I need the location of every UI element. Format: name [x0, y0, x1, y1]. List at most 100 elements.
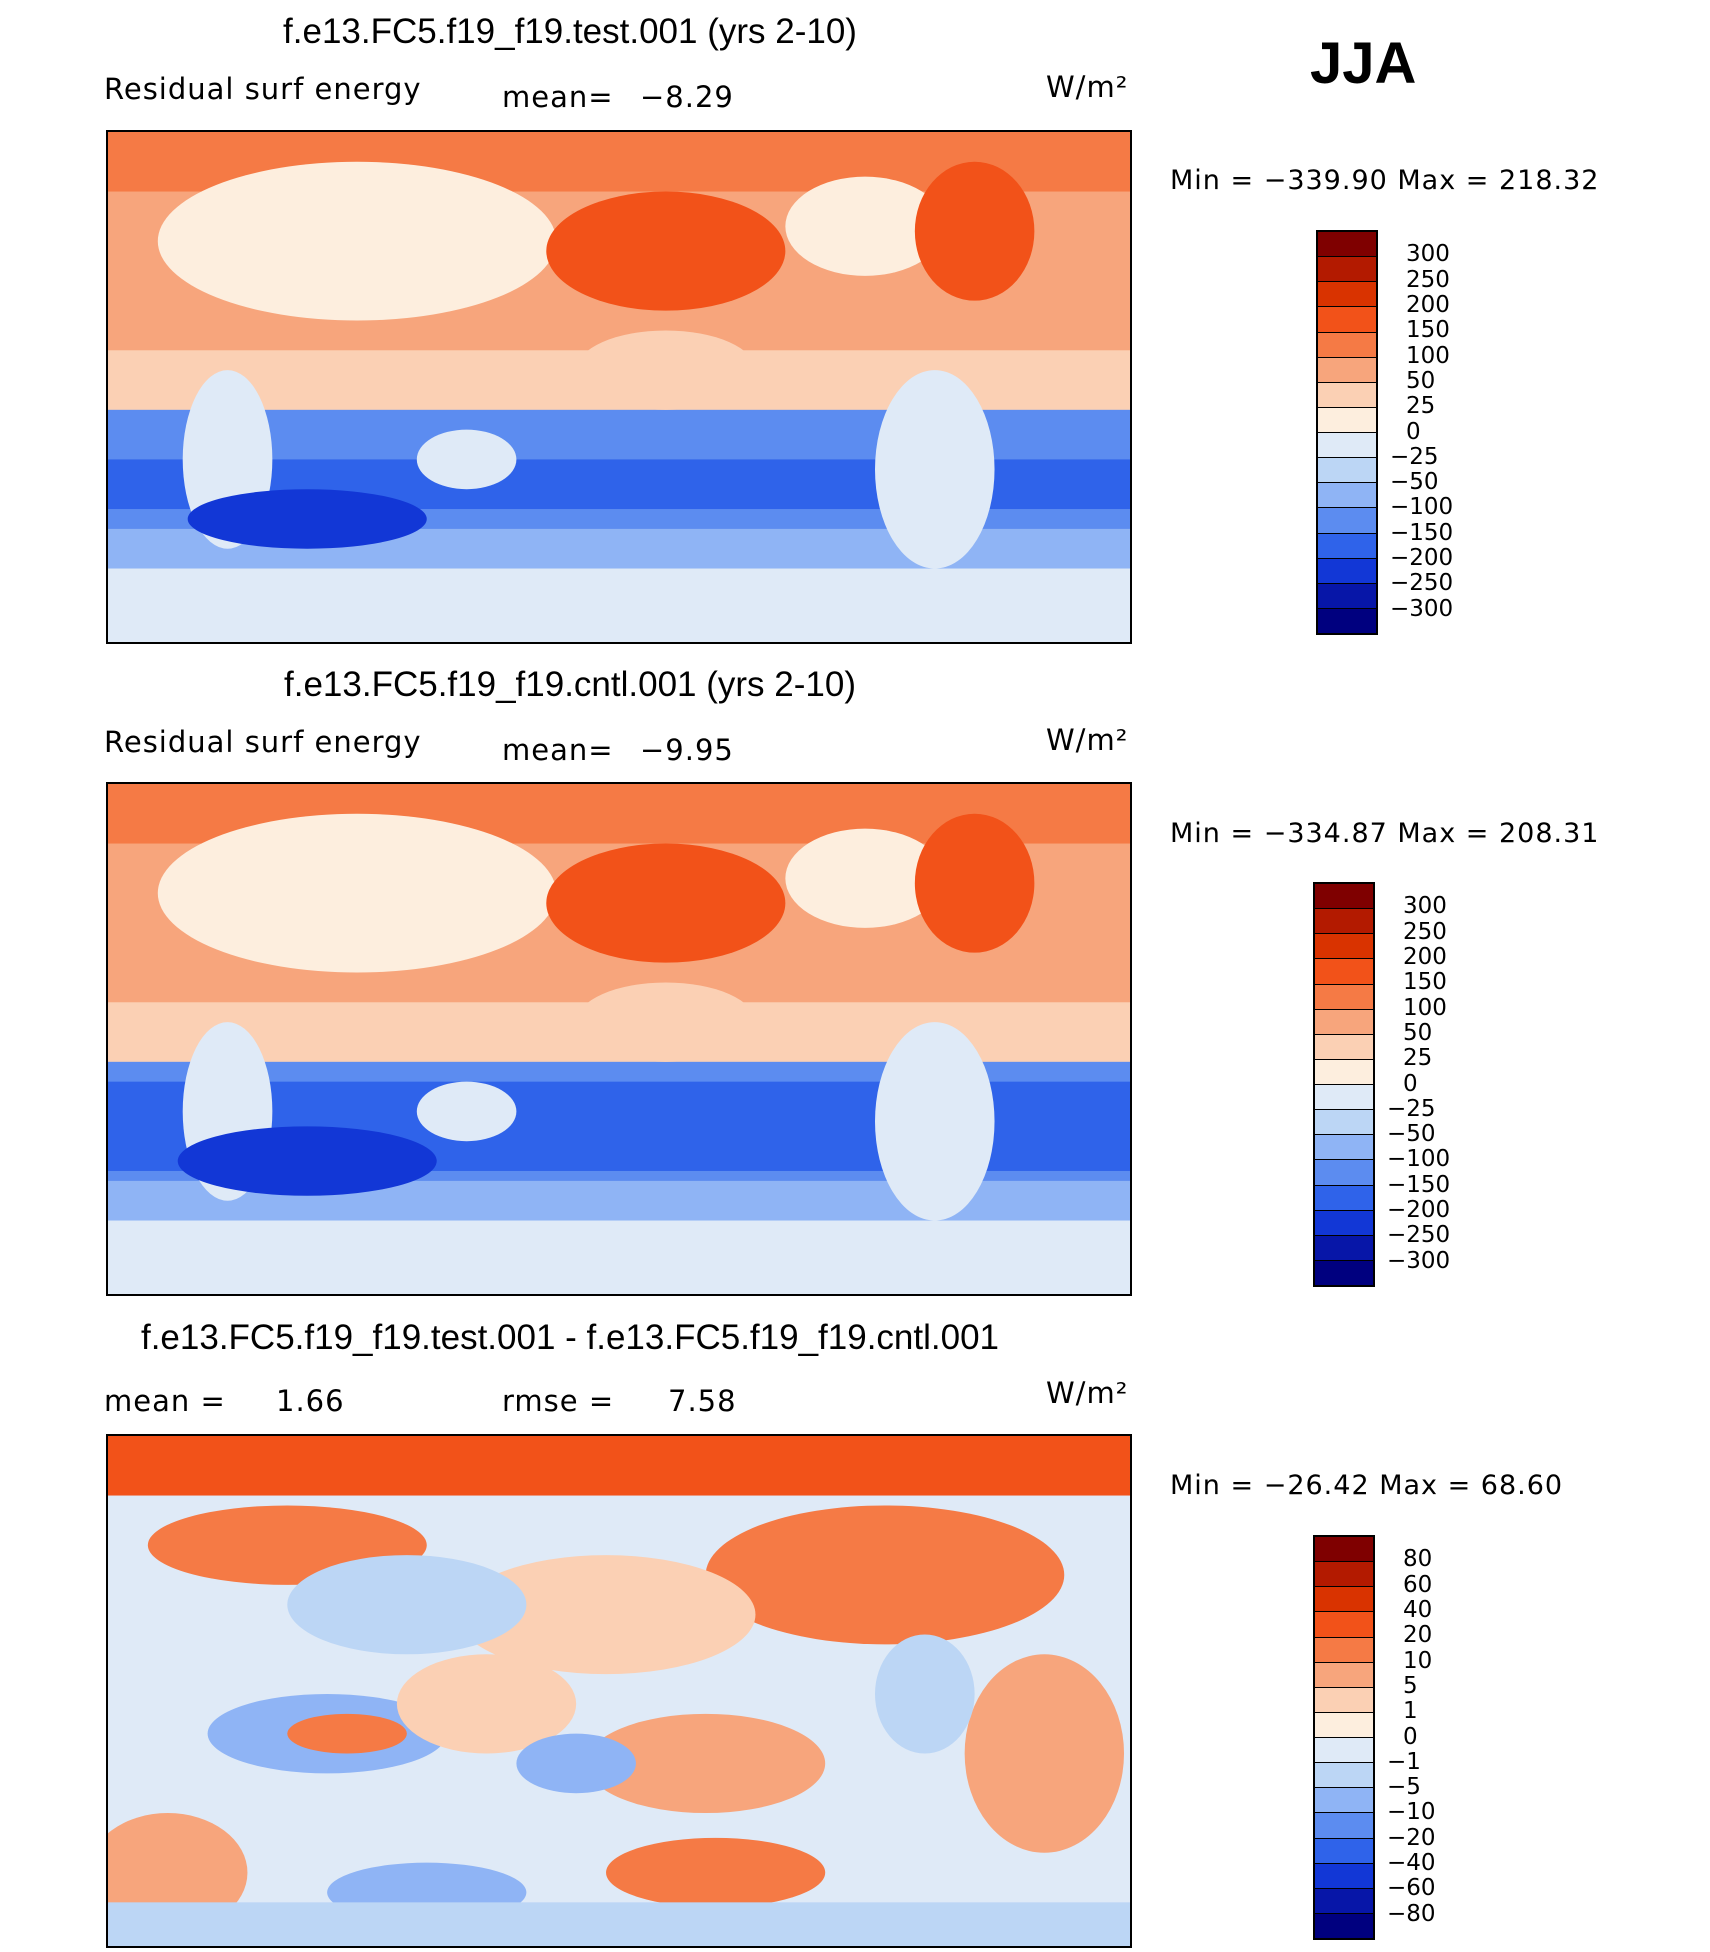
colorbar-box	[1315, 1009, 1373, 1035]
panel-2-mean-value: −9.95	[640, 733, 734, 767]
colorbar-tick-label: −50	[1390, 469, 1439, 496]
colorbar-tick-label: −60	[1387, 1875, 1436, 1902]
colorbar-box	[1315, 1637, 1373, 1663]
colorbar-box	[1315, 1185, 1373, 1211]
panel-1-colorbar	[1316, 230, 1378, 635]
colorbar-tick-label: 100	[1406, 342, 1450, 369]
colorbar-box	[1315, 1913, 1373, 1938]
colorbar-tick-label: 50	[1403, 1019, 1433, 1046]
colorbar-tick-label: −300	[1390, 595, 1454, 622]
colorbar-tick-label: −80	[1387, 1900, 1436, 1927]
colorbar-tick-label: −250	[1387, 1222, 1451, 1249]
colorbar-box	[1315, 1662, 1373, 1688]
colorbar-box	[1318, 282, 1376, 308]
colorbar-box	[1318, 382, 1376, 408]
colorbar-box	[1318, 458, 1376, 484]
colorbar-box	[1315, 1260, 1373, 1285]
colorbar-tick-label: 5	[1403, 1672, 1418, 1699]
colorbar-box	[1318, 232, 1376, 258]
colorbar-tick-label: 250	[1406, 266, 1450, 293]
colorbar-box	[1315, 1210, 1373, 1236]
colorbar-box	[1318, 533, 1376, 559]
colorbar-box	[1315, 1863, 1373, 1889]
colorbar-tick-label: −200	[1387, 1197, 1451, 1224]
colorbar-box	[1315, 1537, 1373, 1563]
colorbar-tick-label: 150	[1406, 317, 1450, 344]
panel-3-minmax: Min = −26.42 Max = 68.60	[1170, 1470, 1564, 1501]
panel-1-title: f.e13.FC5.f19_f19.test.001 (yrs 2-10)	[283, 12, 857, 51]
colorbar-tick-label: 20	[1403, 1622, 1433, 1649]
panel-3-mean-label: mean =	[104, 1384, 226, 1418]
panel-1-units: W/m²	[1046, 70, 1129, 104]
colorbar-box	[1318, 583, 1376, 609]
colorbar-box	[1318, 332, 1376, 358]
colorbar-box	[1318, 407, 1376, 433]
colorbar-tick-label: 10	[1403, 1647, 1433, 1674]
panel-3-map-graphic	[108, 1436, 1130, 1946]
colorbar-box	[1318, 508, 1376, 534]
season-label: JJA	[1310, 31, 1417, 96]
colorbar-box	[1318, 307, 1376, 333]
panel-3-mean-value: 1.66	[276, 1384, 345, 1418]
colorbar-tick-label: 25	[1406, 393, 1436, 420]
panel-2-minmax: Min = −334.87 Max = 208.31	[1170, 818, 1600, 849]
panel-2-colorbar	[1313, 882, 1375, 1287]
panel-1-mean-value: −8.29	[640, 80, 734, 114]
colorbar-box	[1315, 984, 1373, 1010]
colorbar-tick-label: −150	[1387, 1171, 1451, 1198]
colorbar-tick-label: −100	[1390, 494, 1454, 521]
colorbar-box	[1315, 1235, 1373, 1261]
colorbar-tick-label: −25	[1387, 1095, 1436, 1122]
panel-3-map	[106, 1434, 1132, 1948]
colorbar-tick-label: −50	[1387, 1121, 1436, 1148]
colorbar-tick-label: 40	[1403, 1596, 1433, 1623]
panel-2-mean-label: mean=	[502, 733, 614, 767]
colorbar-tick-label: 1	[1403, 1698, 1418, 1725]
colorbar-tick-label: 60	[1403, 1571, 1433, 1598]
colorbar-tick-label: −150	[1390, 519, 1454, 546]
panel-1-map-graphic	[108, 132, 1130, 642]
panel-3-rmse-label: rmse =	[502, 1384, 615, 1418]
colorbar-box	[1315, 1687, 1373, 1713]
panel-3-units: W/m²	[1046, 1376, 1129, 1410]
panel-3-colorbar	[1313, 1535, 1375, 1940]
colorbar-tick-label: −100	[1387, 1146, 1451, 1173]
colorbar-tick-label: 0	[1403, 1723, 1418, 1750]
colorbar-tick-label: 0	[1406, 418, 1421, 445]
colorbar-box	[1315, 934, 1373, 960]
colorbar-tick-label: −5	[1387, 1774, 1421, 1801]
colorbar-box	[1315, 884, 1373, 910]
colorbar-box	[1315, 1110, 1373, 1136]
colorbar-tick-label: −1	[1387, 1748, 1421, 1775]
colorbar-box	[1315, 1712, 1373, 1738]
colorbar-tick-label: 200	[1406, 291, 1450, 318]
panel-2-map-graphic	[108, 784, 1130, 1294]
colorbar-box	[1315, 1888, 1373, 1914]
colorbar-tick-label: −25	[1390, 443, 1439, 470]
colorbar-box	[1315, 1160, 1373, 1186]
panel-1-minmax: Min = −339.90 Max = 218.32	[1170, 165, 1600, 196]
colorbar-box	[1315, 1135, 1373, 1161]
panel-2-map	[106, 782, 1132, 1296]
panel-1-colorbar-labels: 300 250 200 150 100 50 25 0 −25 −50 −100 −150 −200 −2…	[1390, 230, 1490, 635]
colorbar-tick-label: 200	[1403, 943, 1447, 970]
panel-3-rmse-value: 7.58	[668, 1384, 737, 1418]
colorbar-box	[1318, 608, 1376, 633]
colorbar-tick-label: 250	[1403, 918, 1447, 945]
colorbar-box	[1318, 357, 1376, 383]
colorbar-tick-label: −300	[1387, 1247, 1451, 1274]
colorbar-box	[1315, 1838, 1373, 1864]
panel-2-colorbar-labels: 300 250 200 150 100 50 25 0 −25 −50 −100 −150 −200 −2…	[1387, 882, 1487, 1287]
colorbar-box	[1315, 1738, 1373, 1764]
panel-2-title: f.e13.FC5.f19_f19.cntl.001 (yrs 2-10)	[284, 665, 856, 704]
panel-2-variable-label: Residual surf energy	[104, 725, 422, 759]
colorbar-tick-label: −40	[1387, 1850, 1436, 1877]
colorbar-box	[1315, 1788, 1373, 1814]
colorbar-tick-label: 300	[1403, 893, 1447, 920]
colorbar-box	[1315, 1763, 1373, 1789]
colorbar-tick-label: −10	[1387, 1799, 1436, 1826]
colorbar-box	[1318, 257, 1376, 283]
colorbar-box	[1315, 1612, 1373, 1638]
panel-1-mean-label: mean=	[502, 80, 614, 114]
panel-1-variable-label: Residual surf energy	[104, 72, 422, 106]
